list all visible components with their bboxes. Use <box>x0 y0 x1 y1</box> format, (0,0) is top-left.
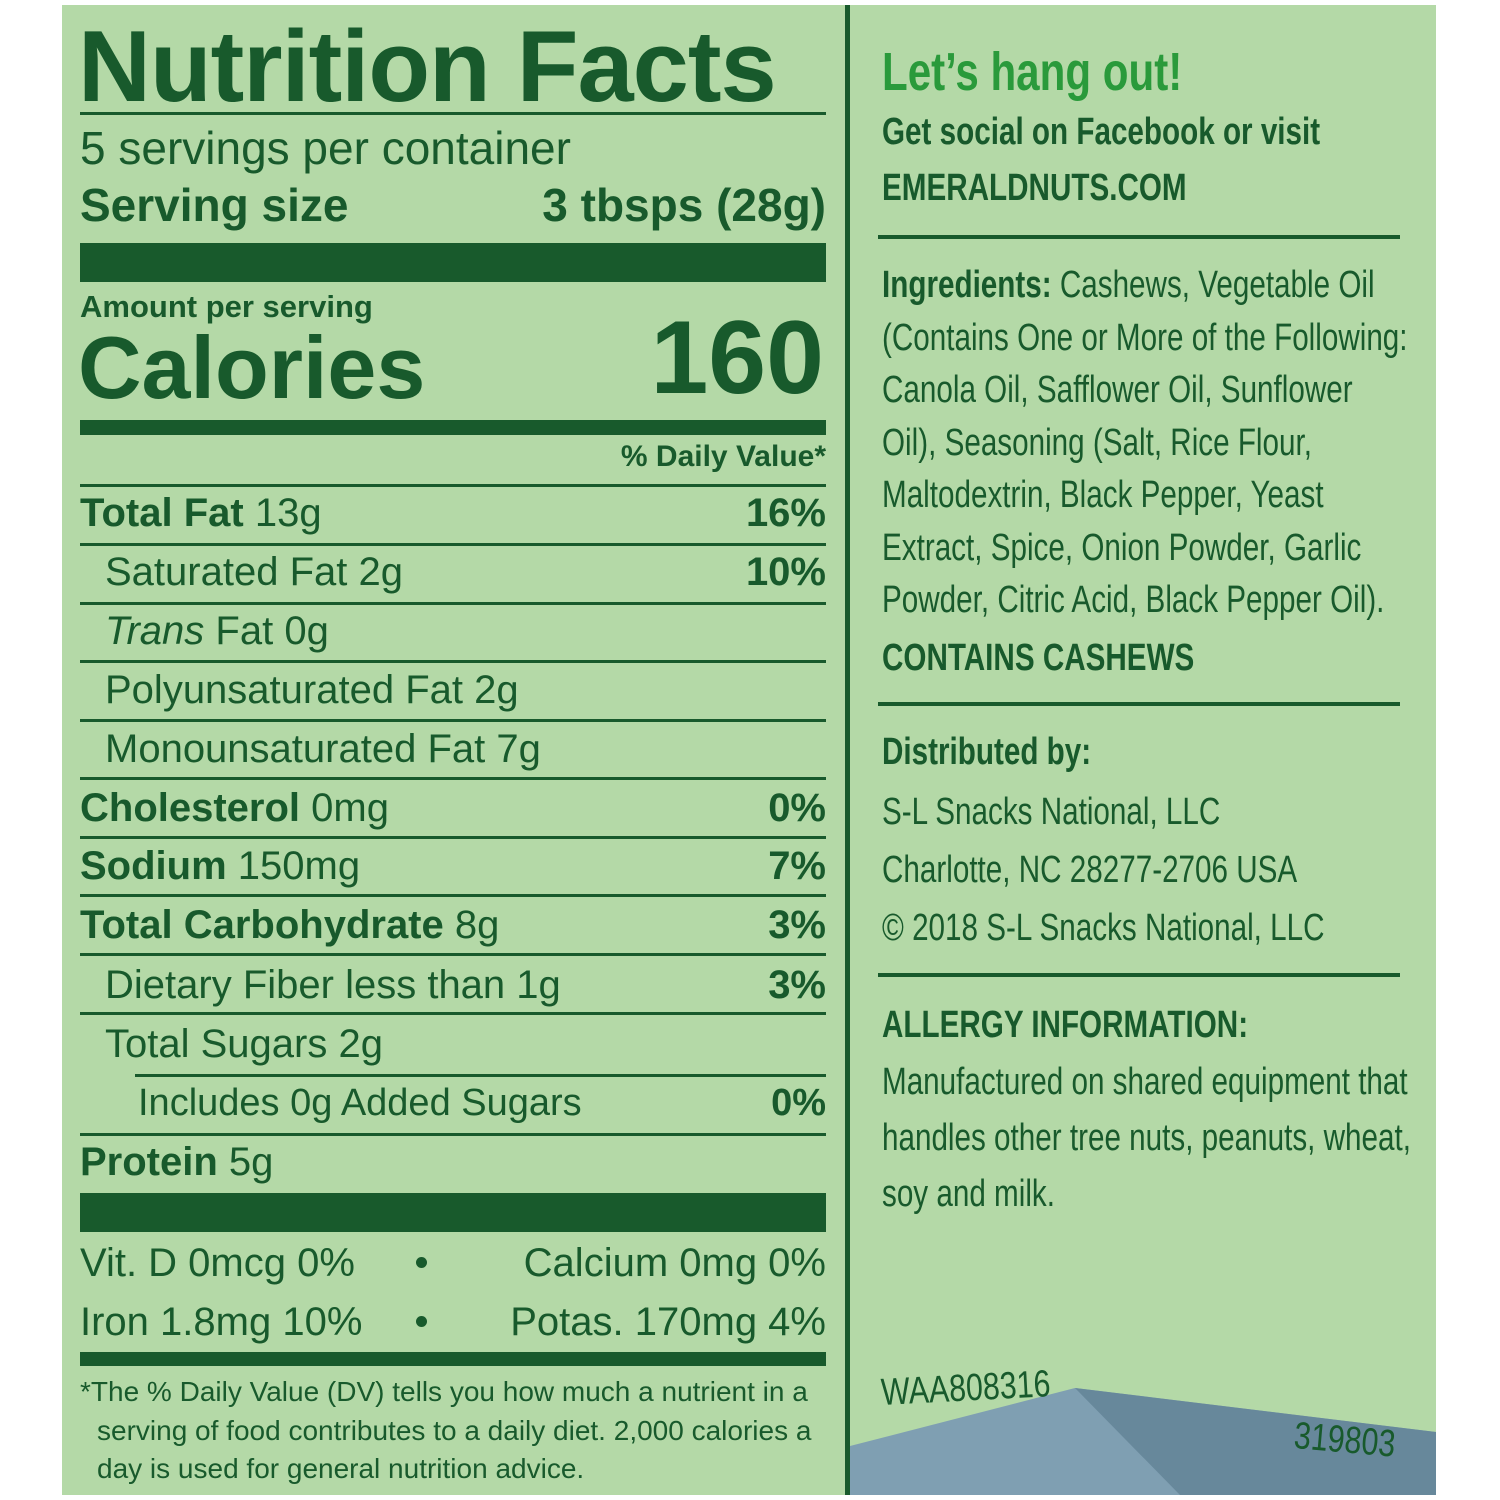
code: 319803 <box>1292 1415 1398 1466</box>
nutrient-row: Includes 0g Added Sugars 0% <box>80 1078 826 1128</box>
nutrient-row: Polyunsaturated Fat 2g <box>80 665 826 715</box>
nutrient-amount: 2g <box>358 550 404 594</box>
distributed-label: Distributed by: <box>882 731 1092 773</box>
rule <box>80 1012 826 1015</box>
ingredients: Ingredients: Cashews, Vegetable Oil (Con… <box>882 259 1409 627</box>
serving-size-value: 3 tbsps (28g) <box>542 179 826 231</box>
nutrient-amount: 0g <box>284 609 329 653</box>
nutrient-name: Fat <box>215 609 274 653</box>
nutrient-row: Sodium 150mg 7% <box>80 841 826 891</box>
rule <box>80 660 826 663</box>
vitamin-row: Iron 1.8mg 10% Potas. 170mg 4% <box>80 1297 826 1347</box>
calories-value: 160 <box>650 300 824 416</box>
rule <box>80 484 826 487</box>
allergy-label: ALLERGY INFORMATION: <box>882 1004 1249 1046</box>
allergy-text: Manufactured on shared equipment that ha… <box>882 1061 1411 1215</box>
nutrient-amount: 2g <box>338 1022 383 1066</box>
website: EMERALDNUTS.COM <box>882 167 1187 209</box>
nutrient-row: Trans Fat 0g <box>80 606 826 656</box>
nutrient-amount: 150mg <box>237 844 361 888</box>
servings: 5 servings per container <box>80 122 571 174</box>
ingredients-label: Ingredients: <box>882 264 1052 306</box>
vitamin: Iron 1.8mg 10% <box>80 1300 363 1344</box>
mountain-shade <box>1075 1388 1436 1495</box>
nutrient-name: Cholesterol <box>80 786 301 830</box>
nutrient-amount: 8g <box>454 903 500 947</box>
bullet <box>416 1316 427 1327</box>
ingredients-text: Cashews, Vegetable Oil (Contains One or … <box>882 264 1408 621</box>
nutrient-name: Dietary Fiber <box>105 963 334 1007</box>
medium-bar <box>80 1352 826 1366</box>
thick-bar <box>80 243 826 282</box>
divider <box>845 5 850 1495</box>
nutrient-name-italic: Trans <box>105 609 205 653</box>
rule <box>80 836 826 839</box>
nutrient-amount: 2g <box>474 668 519 712</box>
amount-per-serving: Amount per serving <box>80 289 373 324</box>
nutrient-amount: less than 1g <box>345 963 561 1007</box>
rule <box>878 702 1400 706</box>
nutrient-dv: 7% <box>768 844 826 888</box>
rule <box>80 1133 826 1136</box>
nutrient-row: Monounsaturated Fat 7g <box>80 724 826 774</box>
nutrient-row: Total Fat 13g 16% <box>80 488 826 538</box>
rule <box>80 112 826 115</box>
nutrient-name: Total Carbohydrate <box>80 903 444 947</box>
nutrient-amount: 7g <box>496 727 541 771</box>
nutrient-dv: 3% <box>768 963 826 1007</box>
nutrient-name: Sodium <box>80 844 227 888</box>
rule <box>80 719 826 722</box>
nutrient-row: Total Sugars 2g <box>80 1019 826 1069</box>
rule <box>80 777 826 780</box>
contains: CONTAINS CASHEWS <box>882 637 1195 679</box>
rule <box>878 973 1400 977</box>
nutrient-name: Includes 0g Added Sugars <box>138 1082 582 1124</box>
nutrient-dv: 0% <box>768 786 826 830</box>
mountain-graphic <box>850 1388 1436 1495</box>
medium-bar <box>80 420 826 435</box>
nutrient-dv: 10% <box>745 550 826 594</box>
vitamin: Calcium 0mg 0% <box>523 1241 826 1285</box>
nutrient-dv: 3% <box>768 903 826 947</box>
nutrient-name: Total Sugars <box>105 1022 328 1066</box>
nutrient-row: Cholesterol 0mg 0% <box>80 783 826 833</box>
rule <box>80 602 826 605</box>
distributor-line: © 2018 S-L Snacks National, LLC <box>882 907 1325 949</box>
distributor-line: S-L Snacks National, LLC <box>882 791 1221 833</box>
rule <box>80 953 826 956</box>
social: Get social on Facebook or visit <box>882 111 1321 153</box>
nutrient-dv: 0% <box>771 1082 826 1124</box>
nutrient-name: Monounsaturated Fat <box>105 727 486 771</box>
nutrient-amount: 0mg <box>311 786 389 830</box>
nutrient-name: Polyunsaturated Fat <box>105 668 463 712</box>
nutrient-name: Protein <box>80 1140 218 1184</box>
nutrient-name: Saturated Fat <box>105 550 348 594</box>
serving-size-label: Serving size <box>80 179 349 231</box>
code: WAA808316 <box>880 1363 1052 1414</box>
vitamin: Potas. 170mg 4% <box>510 1300 826 1344</box>
nutrient-row: Saturated Fat 2g 10% <box>80 547 826 597</box>
thick-bar <box>80 1193 826 1232</box>
nutrient-row: Protein 5g <box>80 1137 826 1187</box>
nutrient-row: Dietary Fiber less than 1g 3% <box>80 960 826 1010</box>
nutrient-name: Total Fat <box>80 491 244 535</box>
rule <box>80 894 826 897</box>
rule <box>80 543 826 546</box>
vitamin: Vit. D 0mcg 0% <box>80 1241 355 1285</box>
vitamin-row: Vit. D 0mcg 0% Calcium 0mg 0% <box>80 1238 826 1288</box>
distributor-line: Charlotte, NC 28277-2706 USA <box>882 849 1298 891</box>
bullet <box>416 1257 427 1268</box>
nutrient-row: Total Carbohydrate 8g 3% <box>80 900 826 950</box>
nutrient-amount: 13g <box>254 491 322 535</box>
headline: Let’s hang out! <box>882 42 1183 102</box>
dv-header: % Daily Value* <box>620 440 826 473</box>
nutrient-dv: 16% <box>745 491 826 535</box>
rule <box>878 235 1400 239</box>
calories-label: Calories <box>78 318 426 417</box>
footnote: *The % Daily Value (DV) tells you how mu… <box>80 1376 812 1484</box>
nutrient-amount: 5g <box>228 1140 274 1184</box>
rule <box>135 1074 826 1077</box>
title: Nutrition Facts <box>78 11 777 123</box>
